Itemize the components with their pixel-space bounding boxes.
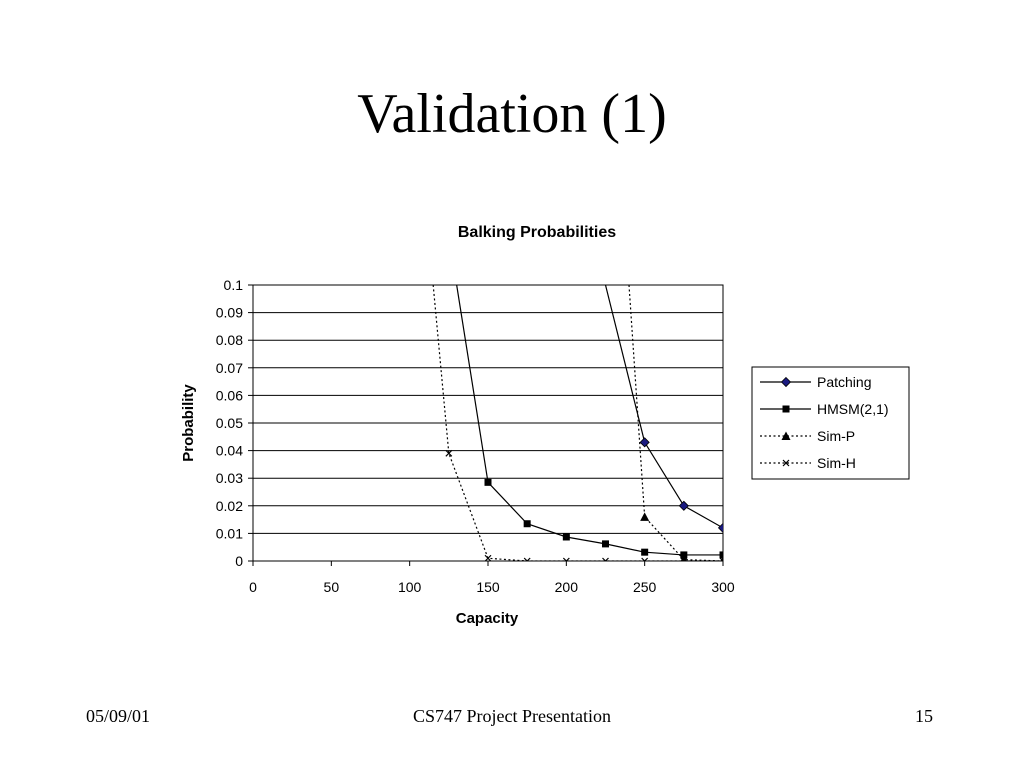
footer-page-number: 15 — [915, 706, 933, 726]
axes: 0 0.01 0.02 0.03 0.04 0.05 0.06 0.07 0.08 0.09 0.1… — [216, 277, 735, 595]
series-line — [456, 285, 723, 556]
legend-entry: HMSM(2,1) — [760, 401, 889, 417]
legend-marker — [780, 376, 792, 388]
y-tick-label: 0.01 — [216, 525, 243, 541]
x-tick-label: 0 — [249, 579, 257, 595]
y-tick-label: 0.06 — [216, 387, 243, 403]
legend-entry: Sim-P — [760, 428, 855, 444]
series-line — [604, 285, 723, 529]
chart-title: Balking Probabilities — [458, 224, 616, 241]
y-tick-label: 0.03 — [216, 470, 243, 486]
data-point — [602, 540, 609, 548]
data-point — [641, 557, 649, 561]
x-tick-label: 100 — [398, 579, 422, 595]
data-point — [640, 512, 650, 521]
y-tick-label: 0.07 — [216, 360, 243, 376]
legend-marker — [782, 405, 790, 413]
legend-label: Patching — [817, 374, 871, 390]
balking-probability-chart: Balking Probabilities 00.010.020.030.040… — [180, 224, 910, 627]
series-hmsm-2-1- — [456, 285, 723, 559]
x-tick-label: 150 — [476, 579, 500, 595]
legend-marker — [782, 459, 790, 467]
data-point — [680, 551, 688, 559]
y-tick-label: 0.04 — [216, 443, 243, 459]
y-tick-label: 0.02 — [216, 498, 243, 514]
series-sim-h — [432, 285, 723, 561]
data-point — [484, 478, 492, 486]
data-point — [639, 437, 650, 448]
y-tick-label: 0.08 — [216, 332, 243, 348]
legend-label: HMSM(2,1) — [817, 401, 889, 417]
grid-lines — [253, 312, 723, 534]
data-point — [562, 533, 570, 541]
data-point — [680, 557, 688, 561]
y-tick-label: 0.1 — [224, 277, 244, 293]
data-point — [602, 557, 609, 561]
data-point — [445, 449, 453, 457]
data-point — [641, 548, 649, 556]
x-tick-label: 50 — [324, 579, 340, 595]
x-axis-label: Capacity — [456, 610, 519, 627]
data-point — [717, 522, 723, 533]
data-point — [562, 557, 570, 561]
y-tick-label: 0.05 — [216, 415, 243, 431]
data-point — [523, 557, 531, 561]
legend: Patching HMSM(2,1) Sim-P Sim-H — [751, 366, 910, 480]
footer-date: 05/09/01 — [86, 706, 151, 726]
series-layer — [432, 285, 723, 561]
legend-box — [751, 366, 910, 480]
data-point — [678, 500, 689, 511]
y-axis-label: Probability — [180, 384, 197, 462]
slide-title: Validation (1) — [357, 83, 667, 145]
legend-label: Sim-P — [817, 428, 855, 444]
legend-entry: Sim-H — [760, 455, 856, 471]
data-point — [719, 557, 723, 561]
series-patching — [604, 285, 723, 533]
y-tick-label: 0.09 — [216, 305, 243, 321]
x-tick-label: 250 — [633, 579, 657, 595]
data-point — [484, 554, 492, 561]
y-tick-label: 0 — [235, 553, 243, 569]
legend-label: Sim-H — [817, 455, 856, 471]
x-tick-label: 200 — [555, 579, 579, 595]
series-sim-p — [628, 285, 723, 561]
data-point — [523, 520, 531, 528]
legend-marker — [781, 431, 791, 440]
footer-presentation-name: CS747 Project Presentation — [413, 706, 611, 726]
series-line — [628, 285, 723, 561]
legend-entry: Patching — [760, 374, 871, 390]
data-point — [719, 551, 723, 559]
x-tick-label: 300 — [711, 579, 735, 595]
